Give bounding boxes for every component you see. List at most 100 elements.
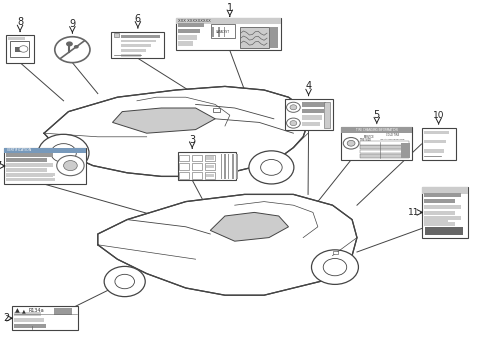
FancyBboxPatch shape (421, 128, 455, 160)
FancyBboxPatch shape (239, 27, 268, 48)
FancyBboxPatch shape (359, 150, 408, 153)
FancyBboxPatch shape (222, 154, 223, 179)
FancyBboxPatch shape (359, 141, 408, 145)
FancyBboxPatch shape (6, 168, 47, 172)
Circle shape (19, 46, 28, 52)
FancyBboxPatch shape (15, 47, 24, 52)
Text: R134a: R134a (29, 308, 44, 313)
FancyBboxPatch shape (114, 33, 119, 37)
FancyBboxPatch shape (6, 173, 55, 176)
FancyBboxPatch shape (10, 41, 29, 57)
FancyBboxPatch shape (423, 149, 443, 153)
FancyBboxPatch shape (111, 32, 164, 58)
Text: TIRE CHANGING INFORMATION: TIRE CHANGING INFORMATION (355, 128, 397, 132)
FancyBboxPatch shape (332, 251, 337, 254)
Circle shape (38, 134, 89, 172)
FancyBboxPatch shape (121, 44, 150, 47)
FancyBboxPatch shape (6, 178, 55, 181)
FancyBboxPatch shape (224, 27, 225, 37)
FancyBboxPatch shape (204, 163, 214, 170)
FancyBboxPatch shape (121, 49, 145, 52)
FancyBboxPatch shape (212, 108, 219, 112)
Circle shape (74, 45, 79, 49)
FancyBboxPatch shape (6, 174, 53, 177)
Text: CATALYST: CATALYST (216, 30, 229, 34)
FancyBboxPatch shape (4, 148, 86, 153)
FancyBboxPatch shape (423, 131, 448, 134)
Text: 4: 4 (305, 81, 311, 91)
FancyBboxPatch shape (228, 154, 229, 179)
FancyBboxPatch shape (423, 135, 447, 139)
FancyBboxPatch shape (332, 259, 337, 262)
Text: COLD TIRE: COLD TIRE (385, 133, 399, 138)
Circle shape (323, 258, 346, 276)
FancyBboxPatch shape (421, 187, 467, 194)
FancyBboxPatch shape (302, 115, 321, 120)
FancyBboxPatch shape (179, 163, 189, 170)
FancyBboxPatch shape (177, 29, 200, 33)
FancyBboxPatch shape (230, 154, 232, 179)
FancyBboxPatch shape (224, 154, 226, 179)
Text: 11: 11 (407, 208, 418, 217)
Circle shape (51, 144, 76, 162)
FancyBboxPatch shape (423, 205, 460, 209)
Circle shape (260, 159, 282, 175)
FancyBboxPatch shape (423, 217, 447, 223)
FancyBboxPatch shape (205, 165, 213, 168)
FancyBboxPatch shape (177, 41, 192, 46)
FancyBboxPatch shape (359, 145, 408, 149)
FancyBboxPatch shape (302, 102, 325, 107)
Text: ▲: ▲ (22, 309, 26, 314)
FancyBboxPatch shape (220, 154, 222, 179)
FancyBboxPatch shape (226, 154, 228, 179)
Polygon shape (98, 194, 356, 295)
Polygon shape (44, 86, 307, 176)
Text: 3: 3 (189, 135, 195, 145)
Circle shape (63, 161, 77, 171)
FancyBboxPatch shape (4, 148, 86, 184)
Circle shape (343, 138, 358, 149)
FancyBboxPatch shape (302, 109, 323, 113)
FancyBboxPatch shape (204, 172, 214, 179)
Circle shape (346, 140, 354, 146)
FancyBboxPatch shape (176, 18, 281, 50)
FancyBboxPatch shape (8, 37, 25, 40)
FancyBboxPatch shape (269, 27, 277, 48)
Text: 6: 6 (135, 14, 141, 24)
FancyBboxPatch shape (176, 18, 281, 24)
FancyBboxPatch shape (215, 27, 216, 37)
FancyBboxPatch shape (425, 227, 462, 235)
FancyBboxPatch shape (423, 154, 441, 157)
FancyBboxPatch shape (341, 127, 411, 160)
FancyBboxPatch shape (192, 155, 202, 161)
FancyBboxPatch shape (400, 143, 409, 158)
Text: 1: 1 (226, 3, 232, 13)
FancyBboxPatch shape (423, 199, 454, 203)
FancyBboxPatch shape (179, 155, 189, 161)
FancyBboxPatch shape (421, 187, 467, 238)
FancyBboxPatch shape (14, 312, 41, 316)
Text: 2: 2 (3, 313, 10, 323)
FancyBboxPatch shape (121, 54, 141, 57)
Text: 9: 9 (69, 19, 75, 29)
FancyBboxPatch shape (232, 154, 234, 179)
FancyBboxPatch shape (6, 153, 53, 157)
Text: 8: 8 (17, 17, 23, 27)
FancyBboxPatch shape (211, 24, 234, 38)
FancyBboxPatch shape (236, 154, 238, 179)
Text: XXX XXXXXXXXX: XXX XXXXXXXXX (178, 19, 211, 23)
FancyBboxPatch shape (14, 318, 43, 322)
Text: 5: 5 (373, 109, 379, 120)
Circle shape (55, 37, 90, 63)
FancyBboxPatch shape (204, 155, 214, 161)
FancyBboxPatch shape (6, 35, 34, 63)
FancyBboxPatch shape (423, 216, 460, 220)
Text: CERTIFICATION: CERTIFICATION (6, 148, 32, 153)
FancyBboxPatch shape (179, 172, 189, 179)
FancyBboxPatch shape (192, 163, 202, 170)
FancyBboxPatch shape (423, 222, 454, 226)
Polygon shape (112, 108, 215, 133)
Text: ▲: ▲ (15, 309, 20, 314)
FancyBboxPatch shape (14, 324, 46, 328)
FancyBboxPatch shape (284, 99, 332, 130)
